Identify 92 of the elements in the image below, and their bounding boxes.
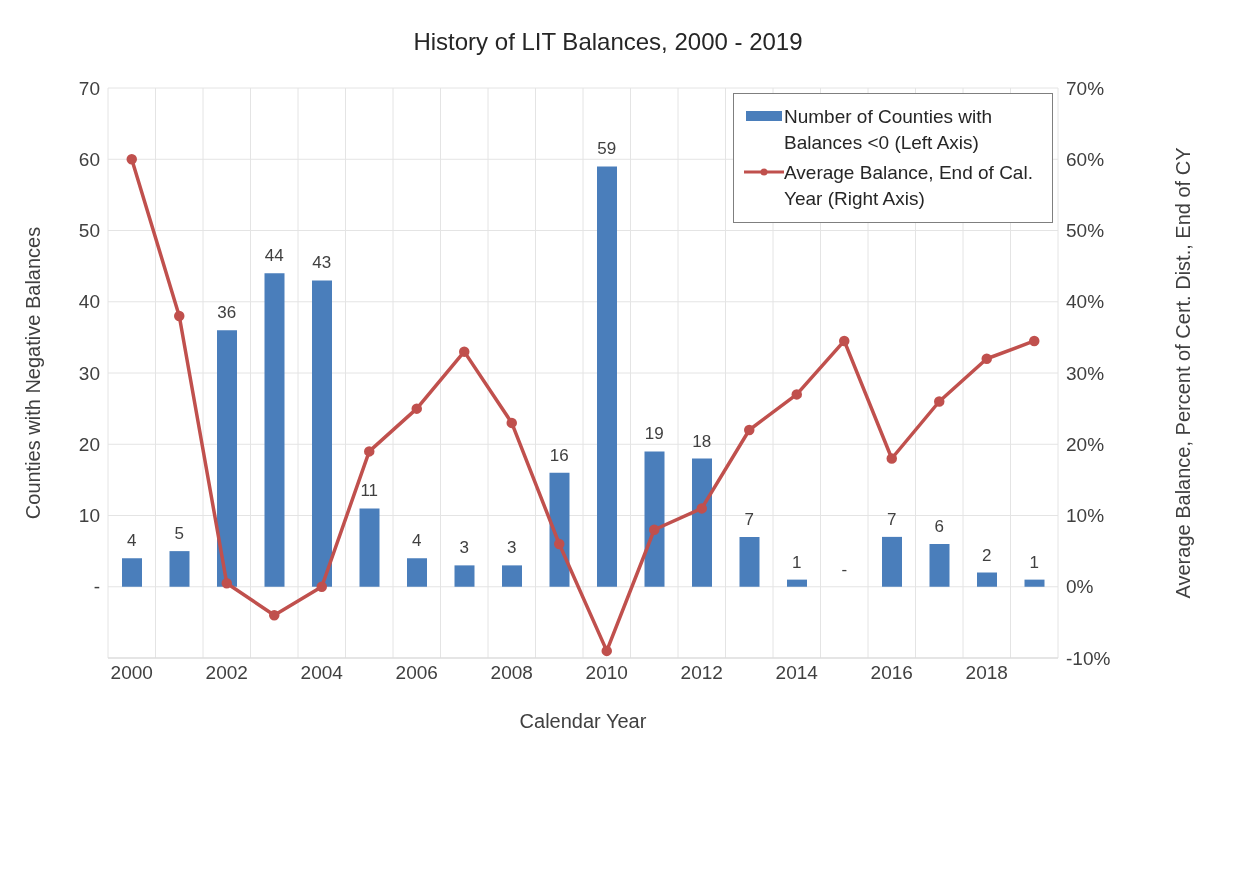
bar: [977, 572, 997, 587]
point: [839, 335, 850, 347]
x-tick-label: 2004: [300, 662, 344, 684]
bar: [454, 565, 475, 587]
point: [221, 577, 232, 589]
data-label: 36: [217, 303, 237, 323]
legend-label: Number of Counties with Balances <0 (Left Axis): [784, 105, 994, 155]
y-tick-label: 50: [78, 220, 100, 242]
x-tick-label: 2016: [870, 662, 913, 684]
y2-tick-label: 40%: [1066, 291, 1105, 313]
y2-tick-label: -10%: [1066, 647, 1111, 669]
bar: [787, 579, 807, 587]
y2-tick-label: 10%: [1066, 505, 1105, 527]
bar: [502, 565, 522, 587]
y-tick-label: 40: [78, 291, 100, 313]
bar: [169, 551, 190, 587]
x-tick-label: 2012: [680, 662, 723, 684]
point: [744, 424, 755, 436]
bar: [692, 458, 712, 587]
y-tick-label: 60: [78, 148, 100, 170]
chart-title: History of LIT Balances, 2000 - 2019: [412, 28, 804, 56]
data-label: 7: [744, 509, 754, 529]
data-label: 16: [549, 445, 569, 465]
data-label: 5: [174, 524, 184, 544]
point: [506, 417, 517, 429]
point: [269, 610, 280, 621]
bar: [597, 166, 617, 587]
y-tick-label: 10: [78, 505, 100, 527]
y2-tick-label: 30%: [1066, 362, 1105, 384]
data-label: 44: [264, 246, 284, 266]
y2-tick-label: 0%: [1066, 576, 1094, 598]
bar: [739, 536, 760, 587]
bar: [407, 558, 427, 587]
data-label: -: [841, 559, 848, 579]
bar: [264, 273, 285, 587]
y-tick-label: 70: [78, 77, 100, 99]
x-tick-label: 2008: [490, 662, 533, 684]
data-label: 6: [934, 517, 944, 536]
point: [554, 538, 565, 550]
y2-axis-title: Average Balance, Percent of Cert. Dist., End of CY: [1172, 147, 1195, 599]
point: [174, 310, 185, 322]
data-label: 3: [459, 538, 469, 558]
point: [459, 346, 470, 357]
x-tick-label: 2010: [585, 662, 628, 684]
data-label: 2: [982, 545, 992, 565]
data-label: 59: [597, 139, 617, 159]
x-tick-label: 2006: [395, 662, 438, 684]
point: [601, 645, 612, 657]
data-label: 18: [692, 431, 712, 451]
x-axis-title: Calendar Year: [519, 710, 647, 732]
bar: [549, 472, 570, 587]
point: [649, 524, 660, 535]
point: [364, 446, 375, 457]
y2-tick-label: 50%: [1066, 220, 1105, 242]
data-label: 3: [507, 538, 517, 558]
x-tick-label: 2000: [110, 662, 153, 684]
data-label: 4: [412, 531, 422, 551]
bar: [644, 451, 665, 587]
y-tick-label: -: [93, 576, 100, 598]
data-label: 19: [644, 424, 664, 444]
point: [316, 581, 327, 592]
legend-label: Average Balance, End of Cal. Year (Right Axis): [784, 161, 1034, 211]
data-label: 1: [792, 552, 802, 572]
data-label: 11: [360, 481, 379, 501]
y-axis-title: Counties with Negative Balances: [22, 226, 45, 520]
x-tick-label: 2014: [775, 662, 819, 684]
point: [886, 453, 897, 464]
point: [1029, 335, 1040, 347]
x-tick-label: 2018: [965, 662, 1008, 684]
point: [934, 396, 945, 407]
point: [411, 403, 422, 414]
y2-tick-label: 20%: [1066, 433, 1105, 455]
data-label: 4: [127, 531, 137, 551]
bar: [882, 536, 902, 587]
point: [981, 353, 992, 364]
data-label: 1: [1029, 552, 1039, 572]
y-tick-label: 20: [78, 433, 100, 455]
bar: [929, 544, 950, 587]
point: [126, 154, 137, 165]
data-label: 43: [312, 253, 332, 273]
y2-tick-label: 60%: [1066, 148, 1105, 170]
bar: [312, 280, 332, 587]
data-label: 7: [887, 509, 897, 529]
bar: [217, 330, 237, 587]
x-tick-label: 2002: [205, 662, 248, 684]
point: [696, 503, 707, 514]
bar: [122, 558, 142, 587]
point: [791, 389, 802, 400]
bar: [1024, 579, 1045, 587]
bar: [359, 508, 380, 587]
y-tick-label: 30: [78, 362, 100, 384]
y2-tick-label: 70%: [1066, 77, 1105, 99]
